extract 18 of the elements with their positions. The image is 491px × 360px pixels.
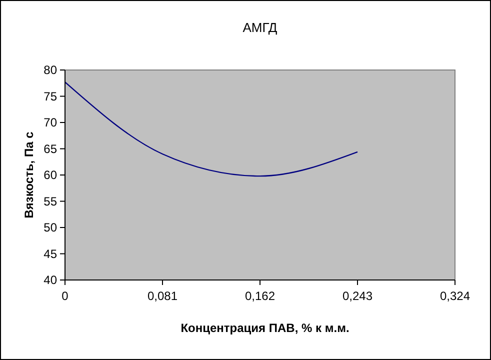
line-series [64, 81, 358, 177]
x-axis-title: Концентрация ПАВ, % к м.м. [180, 321, 350, 335]
y-tick-label: 40 [44, 273, 58, 288]
y-tick-label: 55 [44, 194, 58, 208]
y-tick-label: 70 [44, 116, 58, 130]
x-tick-label: 0,162 [244, 289, 276, 303]
chart-title: АМГД [242, 20, 278, 35]
y-tick-label: 60 [44, 168, 58, 182]
x-tick-label: 0,243 [342, 289, 373, 303]
y-tick-label: 65 [44, 142, 58, 156]
y-tick-label: 50 [44, 220, 58, 235]
x-tick-label: 0,324 [440, 289, 470, 303]
x-tick-label: 0,081 [147, 289, 178, 303]
y-tick-label: 80 [44, 63, 58, 78]
y-tick-label: 75 [44, 89, 58, 104]
y-tick-label: 45 [44, 246, 58, 261]
x-tick-label: 0 [62, 289, 69, 303]
y-axis-title: Вязкость, Па с [22, 131, 36, 218]
